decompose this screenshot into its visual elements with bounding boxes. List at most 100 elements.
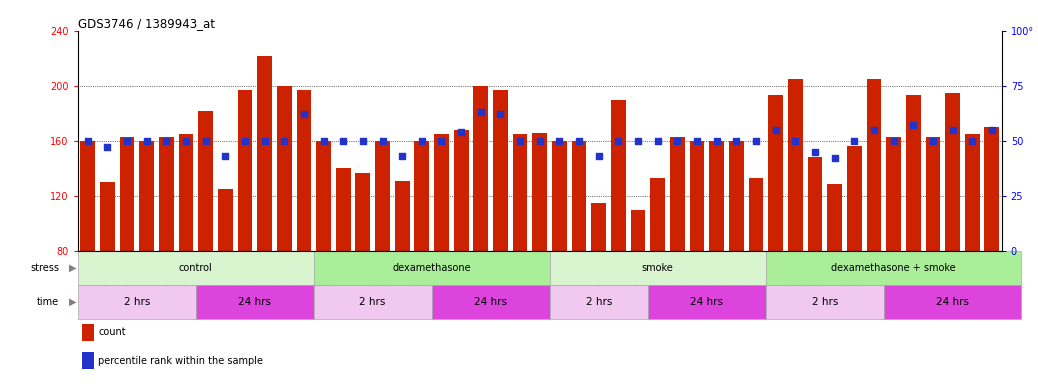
Bar (592, 203, 606, 251)
Bar (766, 251, 1021, 285)
Text: 24 hrs: 24 hrs (936, 297, 969, 307)
Point (708, 138, 725, 144)
Point (826, 156, 843, 162)
Bar (572, 141, 586, 251)
Point (767, 127, 784, 133)
Point (610, 138, 627, 144)
Point (551, 138, 568, 144)
Point (984, 127, 1001, 133)
Bar (313, 285, 432, 319)
Text: 24 hrs: 24 hrs (474, 297, 508, 307)
Text: percentile rank within the sample: percentile rank within the sample (99, 356, 264, 366)
Point (945, 127, 961, 133)
Bar (926, 137, 940, 251)
Point (630, 138, 647, 144)
Point (393, 153, 410, 159)
Bar (549, 285, 648, 319)
Bar (80, 141, 95, 251)
Point (492, 111, 509, 118)
Bar (847, 146, 862, 251)
Point (316, 138, 332, 144)
Text: 2 hrs: 2 hrs (124, 297, 151, 307)
Text: 2 hrs: 2 hrs (359, 297, 386, 307)
Bar (473, 86, 488, 251)
Point (177, 138, 194, 144)
Bar (984, 127, 1000, 251)
Bar (78, 285, 196, 319)
Point (670, 138, 686, 144)
Bar (317, 141, 331, 251)
Bar (611, 99, 626, 251)
Bar (670, 137, 685, 251)
Bar (651, 178, 665, 251)
Bar (82, 353, 93, 369)
Bar (432, 285, 549, 319)
Text: 2 hrs: 2 hrs (585, 297, 612, 307)
Bar (394, 181, 410, 251)
Point (591, 153, 607, 159)
Point (885, 138, 902, 144)
Bar (198, 111, 213, 251)
Point (925, 138, 941, 144)
Point (728, 138, 744, 144)
Bar (867, 79, 881, 251)
Point (905, 122, 922, 129)
Bar (552, 141, 567, 251)
Point (335, 138, 352, 144)
Text: 24 hrs: 24 hrs (239, 297, 271, 307)
Bar (493, 90, 508, 251)
Point (964, 138, 981, 144)
Bar (549, 251, 766, 285)
Bar (886, 137, 901, 251)
Text: smoke: smoke (641, 263, 674, 273)
Text: stress: stress (30, 263, 59, 273)
Bar (964, 134, 980, 251)
Bar (689, 141, 705, 251)
Text: dexamethasone + smoke: dexamethasone + smoke (831, 263, 956, 273)
Point (355, 138, 372, 144)
Bar (709, 141, 725, 251)
Bar (238, 90, 252, 251)
Text: 24 hrs: 24 hrs (690, 297, 723, 307)
Bar (100, 182, 115, 251)
Bar (766, 285, 883, 319)
Point (413, 138, 430, 144)
Point (79, 138, 95, 144)
Bar (139, 141, 154, 251)
Bar (82, 324, 93, 341)
Point (571, 138, 588, 144)
Bar (631, 210, 646, 251)
Text: dexamethasone: dexamethasone (392, 263, 471, 273)
Point (846, 138, 863, 144)
Point (217, 153, 234, 159)
Bar (729, 141, 743, 251)
Bar (788, 79, 802, 251)
Bar (748, 178, 763, 251)
Point (256, 138, 273, 144)
Point (375, 138, 391, 144)
Point (276, 138, 293, 144)
Text: ▶: ▶ (70, 297, 77, 307)
Bar (297, 90, 311, 251)
Bar (78, 251, 313, 285)
Point (138, 138, 155, 144)
Point (158, 138, 174, 144)
Bar (532, 132, 547, 251)
Point (472, 109, 489, 115)
Point (688, 138, 705, 144)
Point (197, 138, 214, 144)
Point (866, 127, 882, 133)
Point (99, 144, 115, 151)
Bar (883, 285, 1021, 319)
Bar (827, 184, 842, 251)
Text: count: count (99, 328, 126, 338)
Bar (196, 285, 313, 319)
Point (453, 129, 469, 135)
Point (531, 138, 548, 144)
Bar (218, 189, 233, 251)
Point (650, 138, 666, 144)
Point (807, 149, 823, 155)
Text: GDS3746 / 1389943_at: GDS3746 / 1389943_at (78, 17, 215, 30)
Bar (159, 137, 173, 251)
Point (296, 111, 312, 118)
